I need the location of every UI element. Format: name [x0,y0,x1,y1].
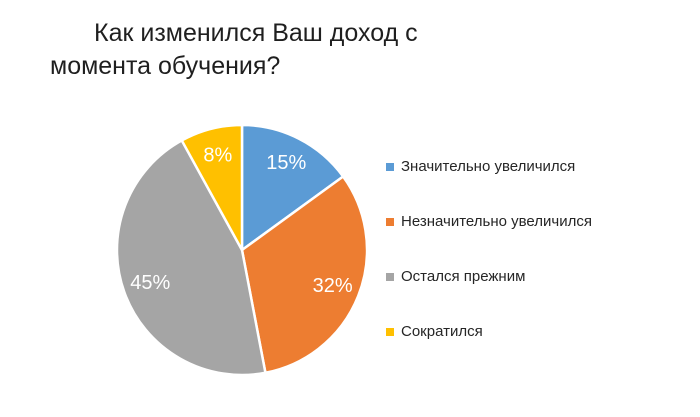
legend-item-2: Остался прежним [386,249,592,304]
legend-label: Остался прежним [401,268,526,285]
pie-data-label-1: 32% [313,275,353,297]
pie-data-label-3: 8% [203,145,232,167]
legend-swatch-icon [386,162,394,171]
pie-data-label-2: 45% [130,272,170,294]
legend: Значительно увеличился Незначительно увел… [386,139,592,359]
legend-swatch-icon [386,327,394,336]
legend-item-0: Значительно увеличился [386,139,592,194]
legend-label: Сократился [401,323,483,340]
pie-chart: 15% 32% 45% 8% [115,123,369,377]
legend-item-1: Незначительно увеличился [386,194,592,249]
legend-swatch-icon [386,217,394,226]
legend-swatch-icon [386,272,394,281]
legend-item-3: Сократился [386,304,592,359]
pie-data-label-0: 15% [266,152,306,174]
pie-slice-0 [240,123,345,252]
pie-slice-2 [115,139,267,377]
pie-slice-1 [240,175,369,375]
legend-label: Значительно увеличился [401,158,576,175]
pie-slice-3 [180,123,244,252]
legend-label: Незначительно увеличился [401,213,592,230]
chart-title: Как изменился Ваш доход с момента обучен… [50,19,418,80]
